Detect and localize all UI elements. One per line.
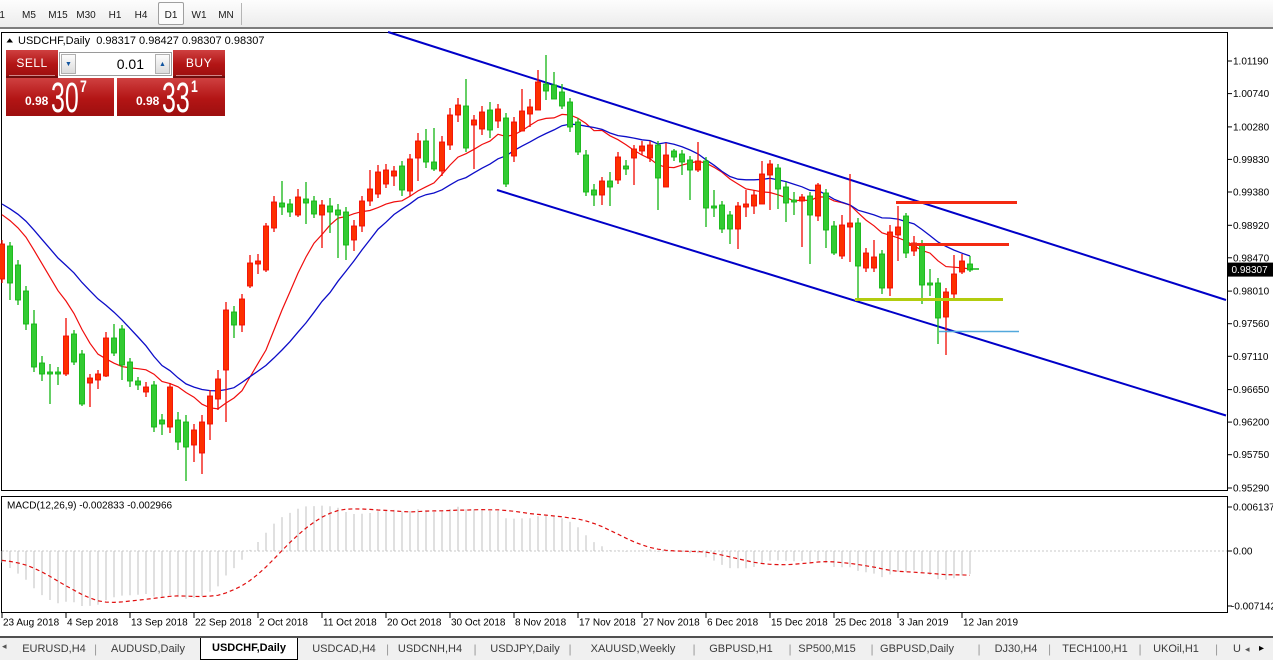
svg-text:22 Sep 2018: 22 Sep 2018 — [195, 618, 252, 629]
svg-text:15 Dec 2018: 15 Dec 2018 — [771, 618, 828, 629]
svg-text:0.97560: 0.97560 — [1233, 319, 1270, 330]
svg-text:8 Nov 2018: 8 Nov 2018 — [515, 618, 567, 629]
svg-text:20 Oct 2018: 20 Oct 2018 — [387, 618, 442, 629]
svg-text:2 Oct 2018: 2 Oct 2018 — [259, 618, 308, 629]
svg-text:3 Jan 2019: 3 Jan 2019 — [899, 618, 949, 629]
svg-text:0.98920: 0.98920 — [1233, 221, 1270, 232]
svg-text:0.96650: 0.96650 — [1233, 385, 1270, 396]
svg-text:-0.007142: -0.007142 — [1231, 602, 1273, 613]
svg-text:0.99380: 0.99380 — [1233, 188, 1270, 199]
svg-text:27 Nov 2018: 27 Nov 2018 — [643, 618, 700, 629]
svg-text:MACD(12,26,9) -0.002833 -0.002: MACD(12,26,9) -0.002833 -0.002966 — [7, 501, 173, 512]
svg-text:0.98010: 0.98010 — [1233, 287, 1270, 298]
svg-text:0.99830: 0.99830 — [1233, 155, 1270, 166]
svg-text:12 Jan 2019: 12 Jan 2019 — [963, 618, 1018, 629]
svg-text:0.95290: 0.95290 — [1233, 484, 1270, 495]
svg-text:1.01190: 1.01190 — [1233, 57, 1269, 68]
svg-text:13 Sep 2018: 13 Sep 2018 — [131, 618, 188, 629]
svg-text:0.96200: 0.96200 — [1233, 418, 1270, 429]
svg-text:11 Oct 2018: 11 Oct 2018 — [323, 618, 377, 629]
svg-text:17 Nov 2018: 17 Nov 2018 — [579, 618, 636, 629]
svg-text:USDCHF,Daily 0.98317 0.98427: USDCHF,Daily 0.98317 0.98427 0.98307 0.9… — [18, 35, 264, 47]
svg-text:4 Sep 2018: 4 Sep 2018 — [67, 618, 119, 629]
svg-text:6 Dec 2018: 6 Dec 2018 — [707, 618, 759, 629]
svg-text:0.00: 0.00 — [1233, 547, 1253, 558]
svg-text:1.00280: 1.00280 — [1233, 122, 1270, 133]
svg-text:0.95750: 0.95750 — [1233, 450, 1270, 461]
svg-text:0.98470: 0.98470 — [1233, 253, 1270, 264]
svg-text:0.97110: 0.97110 — [1233, 352, 1269, 363]
svg-text:0.006137: 0.006137 — [1233, 503, 1273, 514]
svg-text:25 Dec 2018: 25 Dec 2018 — [835, 618, 892, 629]
svg-text:1.00740: 1.00740 — [1233, 89, 1270, 100]
svg-text:23 Aug 2018: 23 Aug 2018 — [3, 618, 60, 629]
svg-text:0.98307: 0.98307 — [1232, 265, 1269, 276]
svg-text:30 Oct 2018: 30 Oct 2018 — [451, 618, 506, 629]
